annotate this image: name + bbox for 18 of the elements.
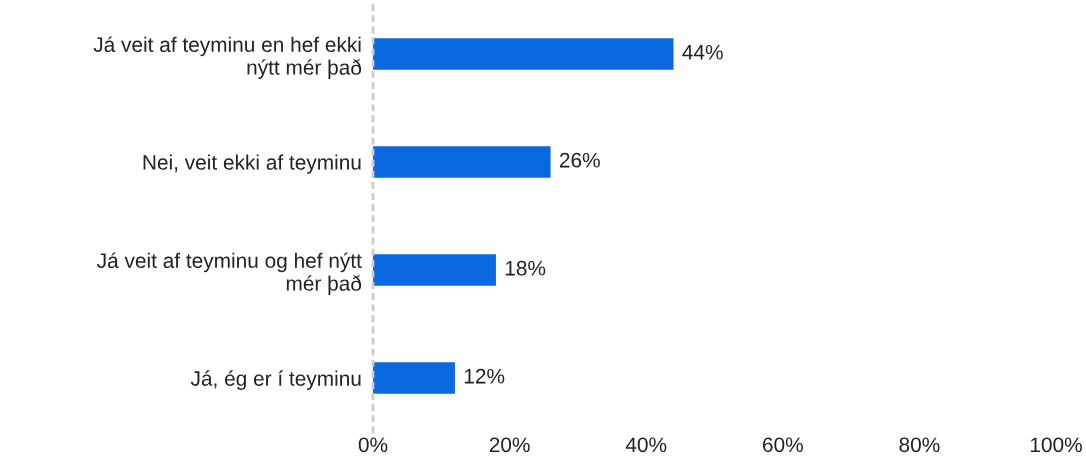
y-tick-label: Nei, veit ekki af teyminu — [143, 154, 361, 174]
x-tick-label: 100% — [1030, 437, 1082, 453]
data-label: 44% — [682, 44, 723, 60]
data-label: 26% — [559, 152, 600, 168]
bar — [373, 38, 674, 70]
bar — [373, 254, 496, 286]
bar — [373, 146, 551, 178]
x-tick-label: 0% — [358, 437, 388, 453]
x-tick-label: 60% — [763, 437, 803, 453]
y-tick-label: Já veit af teyminu og hef nýtt mér það — [97, 252, 362, 295]
x-tick-label: 40% — [625, 437, 667, 453]
data-label: 12% — [464, 368, 505, 384]
y-tick-label: Já veit af teyminu en hef ekki nýtt mér það — [93, 36, 362, 79]
bar — [373, 362, 455, 394]
x-tick-label: 20% — [489, 437, 530, 453]
y-tick-label: Já, ég er í teyminu — [190, 370, 361, 390]
x-tick-label: 80% — [899, 437, 940, 453]
data-label: 18% — [505, 260, 546, 276]
